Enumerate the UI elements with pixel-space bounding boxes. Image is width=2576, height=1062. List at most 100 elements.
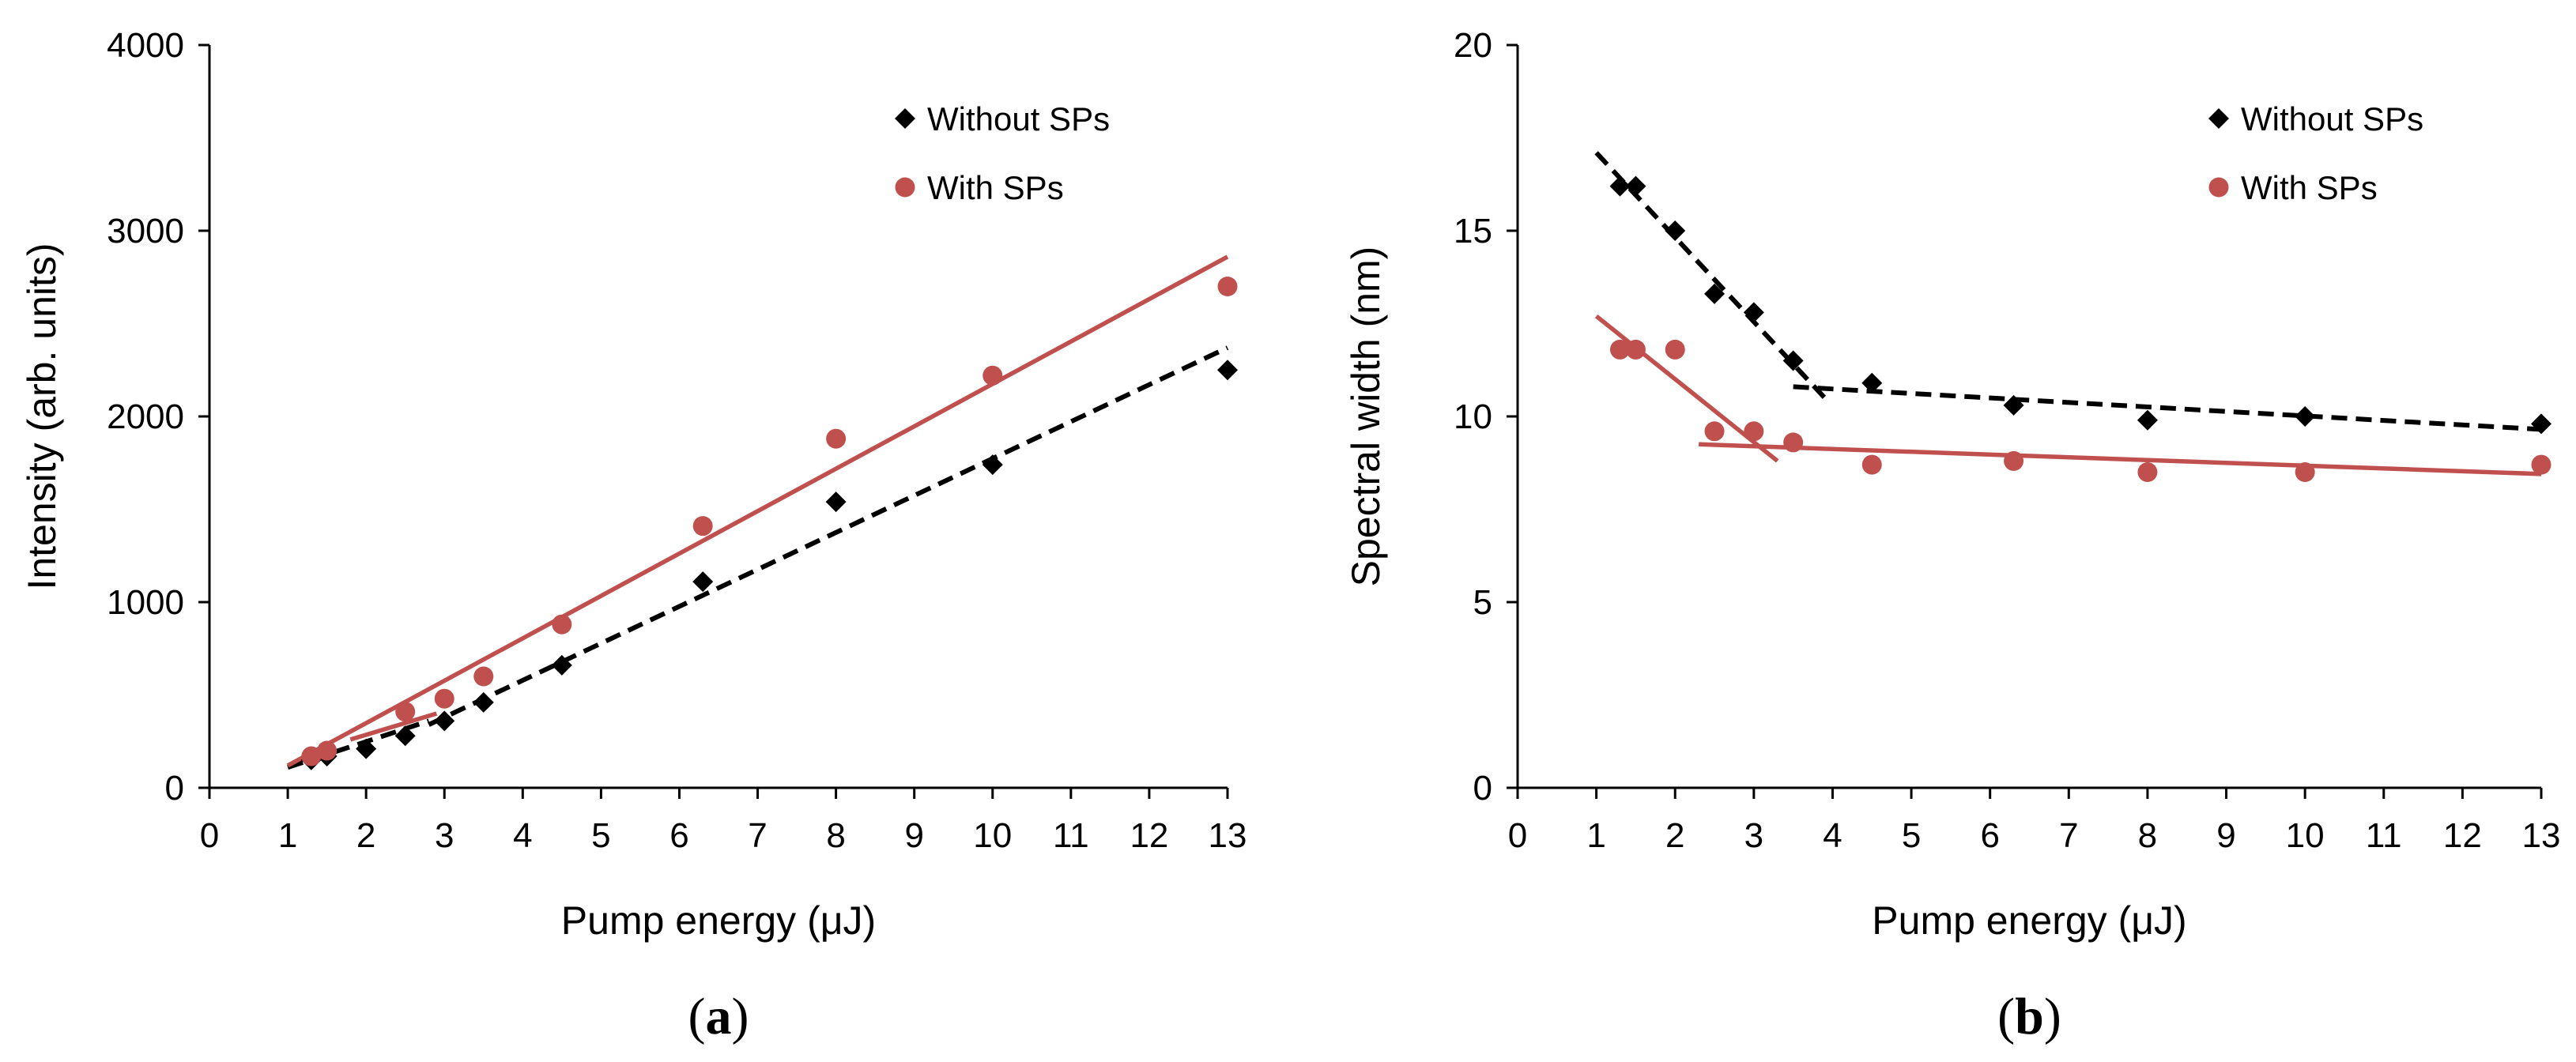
legend-marker [895, 108, 915, 129]
x-tick-label: 5 [1902, 816, 1921, 855]
x-axis-title: Pump energy (μJ) [1872, 898, 2186, 943]
data-point-without-sps [1625, 175, 1646, 197]
data-point-with-sps [434, 688, 454, 709]
data-point-with-sps [395, 702, 416, 722]
data-point-without-sps [434, 710, 455, 732]
x-tick-label: 9 [2216, 816, 2235, 855]
data-point-with-sps [1783, 432, 1804, 453]
x-tick-label: 1 [278, 816, 297, 855]
data-point-with-sps [2004, 450, 2024, 471]
x-axis-title: Pump energy (μJ) [561, 898, 876, 943]
y-tick-label: 4000 [107, 26, 184, 65]
x-tick-label: 0 [1508, 816, 1527, 855]
chart-panel-a: 0 1 2 3 4 5 6 7 8 9 10 11 12 1301000200030004000Pump … [20, 26, 1247, 1045]
panel-caption: (a) [688, 988, 749, 1045]
y-tick-label: 0 [1473, 769, 1492, 808]
data-point-with-sps [1665, 339, 1685, 360]
legend-marker [895, 177, 915, 198]
data-point-without-sps [2003, 394, 2024, 416]
data-point-without-sps [356, 738, 377, 759]
data-point-with-sps [983, 365, 1003, 386]
x-tick-label: 0 [200, 816, 219, 855]
data-point-with-sps [1625, 339, 1646, 360]
data-point-without-sps [473, 691, 494, 713]
x-tick-label: 3 [435, 816, 454, 855]
data-point-with-sps [473, 666, 494, 687]
x-tick-label: 13 [1209, 816, 1247, 855]
y-tick-label: 2000 [107, 397, 184, 436]
data-point-with-sps [2531, 454, 2551, 475]
x-tick-label: 3 [1744, 816, 1763, 855]
data-point-with-sps [1744, 421, 1764, 442]
legend-label: Without SPs [927, 100, 1110, 137]
data-point-without-sps [1861, 372, 1883, 394]
x-tick-label: 8 [2138, 816, 2157, 855]
data-point-with-sps [301, 746, 322, 766]
x-tick-label: 12 [2443, 816, 2482, 855]
x-tick-label: 2 [356, 816, 375, 855]
y-axis-title: Intensity (arb. units) [20, 243, 64, 589]
x-tick-label: 4 [1823, 816, 1842, 855]
x-tick-label: 11 [1053, 816, 1089, 855]
data-point-with-sps [317, 740, 338, 761]
data-point-without-sps [692, 571, 714, 593]
legend-marker [2208, 108, 2229, 129]
fit-line-solid [1699, 442, 2542, 476]
fit-line-dashed [1793, 384, 2542, 432]
data-point-without-sps [825, 491, 847, 513]
x-tick-label: 6 [1980, 816, 1999, 855]
data-point-with-sps [2137, 462, 2158, 482]
x-tick-label: 5 [591, 816, 610, 855]
data-point-without-sps [2531, 413, 2551, 435]
legend-label: With SPs [927, 169, 1064, 206]
legend-label: Without SPs [2241, 100, 2423, 137]
data-point-with-sps [1704, 421, 1725, 442]
data-point-without-sps [394, 725, 416, 747]
y-axis-title: Spectral width (nm) [1344, 247, 1388, 587]
data-point-without-sps [1609, 175, 1631, 197]
x-tick-label: 1 [1586, 816, 1605, 855]
x-tick-label: 6 [669, 816, 688, 855]
x-tick-label: 2 [1665, 816, 1684, 855]
x-tick-label: 8 [826, 816, 845, 855]
data-point-without-sps [1782, 350, 1804, 371]
y-tick-label: 1000 [107, 583, 184, 622]
panel-caption: (b) [1997, 988, 2061, 1045]
x-tick-label: 12 [1130, 816, 1168, 855]
y-tick-label: 20 [1454, 26, 1492, 65]
data-point-with-sps [692, 516, 713, 537]
y-tick-label: 15 [1454, 212, 1492, 250]
data-point-with-sps [552, 614, 572, 635]
x-tick-label: 7 [2059, 816, 2078, 855]
data-point-without-sps [2137, 409, 2158, 431]
data-point-with-sps [1217, 277, 1238, 296]
fit-line-solid [349, 711, 438, 742]
data-point-without-sps [1665, 220, 1686, 241]
x-tick-label: 9 [904, 816, 923, 855]
data-point-without-sps [1704, 283, 1726, 304]
x-tick-label: 13 [2522, 816, 2561, 855]
legend-label: With SPs [2241, 169, 2378, 206]
x-tick-label: 10 [2286, 816, 2325, 855]
y-tick-label: 0 [165, 769, 184, 808]
x-tick-label: 4 [513, 816, 532, 855]
data-point-with-sps [1861, 454, 1882, 475]
data-point-without-sps [982, 454, 1003, 476]
y-tick-label: 3000 [107, 212, 184, 250]
x-tick-label: 10 [973, 816, 1012, 855]
y-tick-label: 10 [1454, 397, 1492, 436]
data-point-without-sps [1743, 302, 1764, 323]
x-tick-label: 7 [748, 816, 767, 855]
x-tick-label: 11 [2366, 816, 2402, 855]
data-point-without-sps [2295, 406, 2316, 427]
fit-line-solid [286, 254, 1229, 768]
fit-line-dashed [428, 345, 1229, 727]
panel-caption-letter: b [2015, 988, 2044, 1045]
legend-marker [2208, 177, 2229, 198]
data-point-without-sps [1217, 360, 1238, 381]
data-point-with-sps [826, 428, 847, 449]
y-tick-label: 5 [1473, 583, 1492, 622]
data-point-with-sps [2295, 462, 2315, 482]
